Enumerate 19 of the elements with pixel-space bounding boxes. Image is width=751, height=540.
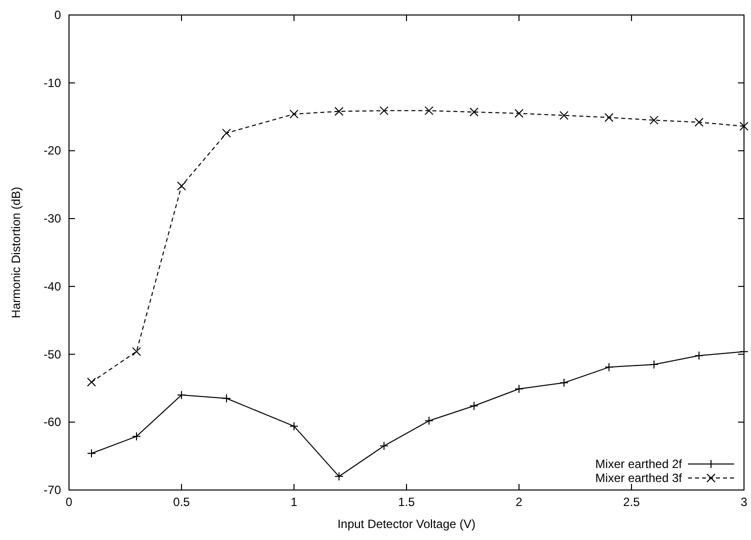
y-tick-label: -40 bbox=[44, 279, 62, 294]
x-tick-label: 2.5 bbox=[623, 495, 640, 509]
y-tick-label: -70 bbox=[44, 483, 62, 497]
x-tick-label: 3 bbox=[740, 495, 748, 509]
legend-label: Mixer earthed 3f bbox=[595, 471, 683, 485]
x-tick-label: 1 bbox=[290, 495, 298, 509]
y-axis-title: Harmonic Distortion (dB) bbox=[9, 186, 23, 318]
x-tick-label: 1.5 bbox=[398, 495, 416, 509]
y-tick-label: -10 bbox=[44, 76, 62, 90]
x-tick-label: 0 bbox=[66, 495, 73, 509]
y-tick-label: -20 bbox=[44, 144, 62, 158]
y-tick-label: 0 bbox=[54, 8, 62, 22]
y-tick-label: -30 bbox=[44, 212, 62, 226]
x-tick-label: 0.5 bbox=[173, 495, 190, 509]
x-axis-title: Input Detector Voltage (V) bbox=[337, 517, 476, 531]
legend-label: Mixer earthed 2f bbox=[595, 457, 683, 471]
y-tick-label: -60 bbox=[44, 415, 62, 430]
y-tick-label: -50 bbox=[44, 347, 62, 362]
x-tick-label: 2 bbox=[516, 495, 523, 509]
